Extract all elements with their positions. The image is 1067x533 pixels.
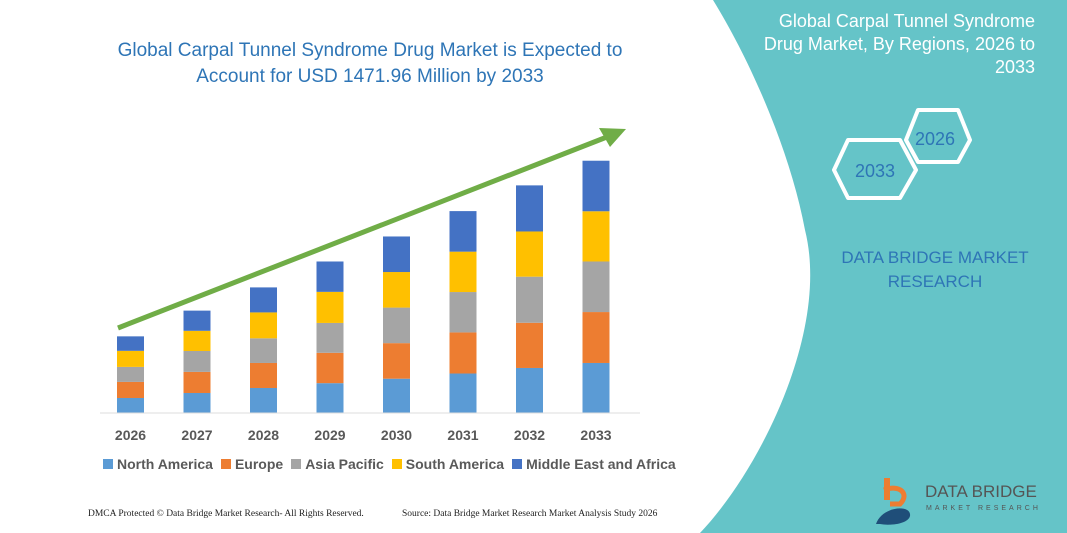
copyright-note: DMCA Protected © Data Bridge Market Rese… xyxy=(88,509,364,519)
source-note: Source: Data Bridge Market Research Mark… xyxy=(402,509,658,519)
bar-segment-2031-middle-east-and-africa xyxy=(449,211,477,252)
side-panel xyxy=(700,0,1067,533)
x-tick-label: 2031 xyxy=(447,427,478,443)
bar-segment-2028-asia-pacific xyxy=(250,338,277,363)
bar-segment-2027-south-america xyxy=(183,330,211,352)
bar-segment-2030-north-america xyxy=(383,378,410,413)
logo-name: DATA BRIDGE xyxy=(925,482,1037,501)
bar-segment-2032-middle-east-and-africa xyxy=(516,185,543,232)
bar-segment-2030-middle-east-and-africa xyxy=(383,236,410,273)
x-tick-label: 2033 xyxy=(580,427,611,443)
bar-segment-2031-north-america xyxy=(449,373,477,413)
x-tick-label: 2030 xyxy=(381,427,412,443)
hex-label-2026: 2026 xyxy=(915,129,956,149)
bar-segment-2026-north-america xyxy=(117,397,144,413)
bar-segment-2027-middle-east-and-africa xyxy=(183,310,211,331)
logo-subtitle: MARKET RESEARCH xyxy=(926,505,1041,512)
legend-item: South America xyxy=(391,456,505,472)
bar-segment-2030-asia-pacific xyxy=(383,307,410,344)
x-tick-label: 2029 xyxy=(314,427,345,443)
bar-segment-2026-south-america xyxy=(117,350,144,367)
bar-segment-2033-middle-east-and-africa xyxy=(582,160,610,212)
bar-segment-2028-middle-east-and-africa xyxy=(250,287,277,313)
bar-segment-2033-europe xyxy=(582,312,610,363)
hexagon-2026 xyxy=(904,108,972,164)
x-tick-label: 2027 xyxy=(181,427,212,443)
bar-segment-2028-south-america xyxy=(250,312,277,339)
legend-item: Asia Pacific xyxy=(291,456,384,472)
bar-segment-2027-europe xyxy=(183,371,211,393)
bar-segment-2031-europe xyxy=(449,332,477,374)
brand-text: DATA BRIDGE MARKET RESEARCH xyxy=(841,248,1029,291)
hex-label-2033: 2033 xyxy=(855,161,896,181)
legend-swatch xyxy=(220,459,231,469)
bar-segment-2028-north-america xyxy=(250,387,277,413)
bar-segment-2032-south-america xyxy=(516,231,543,277)
legend-label: Middle East and Africa xyxy=(526,456,676,472)
bar-segment-2032-asia-pacific xyxy=(516,276,543,323)
legend-item: Europe xyxy=(220,456,284,472)
bar-segment-2026-europe xyxy=(117,381,144,398)
bar-segment-2027-north-america xyxy=(183,392,211,413)
legend-swatch xyxy=(103,459,113,469)
legend-label: North America xyxy=(117,456,213,472)
x-tick-label: 2032 xyxy=(514,427,545,443)
bar-segment-2033-asia-pacific xyxy=(582,261,610,313)
legend-item: Middle East and Africa xyxy=(512,456,676,472)
legend-swatch xyxy=(512,459,523,469)
bar-segment-2033-north-america xyxy=(582,362,610,413)
bar-segment-2029-south-america xyxy=(316,291,344,323)
logo-icon xyxy=(876,478,911,525)
legend-swatch xyxy=(291,459,302,469)
trend-arrow xyxy=(117,132,613,331)
bar-segment-2030-south-america xyxy=(383,272,410,308)
bar-segment-2026-asia-pacific xyxy=(117,366,144,382)
x-tick-label: 2028 xyxy=(248,427,279,443)
trend-arrowhead xyxy=(599,128,626,147)
x-tick-label: 2026 xyxy=(115,427,146,443)
bar-segment-2029-middle-east-and-africa xyxy=(316,261,344,292)
bar-segment-2028-europe xyxy=(250,362,277,388)
bar-segment-2027-asia-pacific xyxy=(183,351,211,372)
bar-segment-2033-south-america xyxy=(582,211,610,262)
legend-label: Europe xyxy=(234,456,284,472)
side-title: Global Carpal Tunnel Syndrome Drug Marke… xyxy=(763,11,1035,77)
legend-label: South America xyxy=(405,456,505,472)
bar-segment-2032-north-america xyxy=(516,367,543,413)
hexagon-2033 xyxy=(832,138,918,200)
bar-segment-2031-asia-pacific xyxy=(449,292,477,333)
legend-swatch xyxy=(391,459,402,469)
chart-title: Global Carpal Tunnel Syndrome Drug Marke… xyxy=(117,40,623,87)
legend-label: Asia Pacific xyxy=(305,456,384,472)
bar-segment-2030-europe xyxy=(383,343,410,379)
bar-segment-2029-europe xyxy=(316,352,344,384)
bar-segment-2029-asia-pacific xyxy=(316,322,344,353)
legend: North America Europe Asia Pacific South Ame… xyxy=(103,456,676,472)
bar-segment-2026-middle-east-and-africa xyxy=(117,336,144,351)
legend-item: North America xyxy=(103,456,213,472)
bar-segment-2031-south-america xyxy=(449,251,477,293)
bar-segment-2032-europe xyxy=(516,322,543,368)
bar-segment-2029-north-america xyxy=(316,383,344,413)
